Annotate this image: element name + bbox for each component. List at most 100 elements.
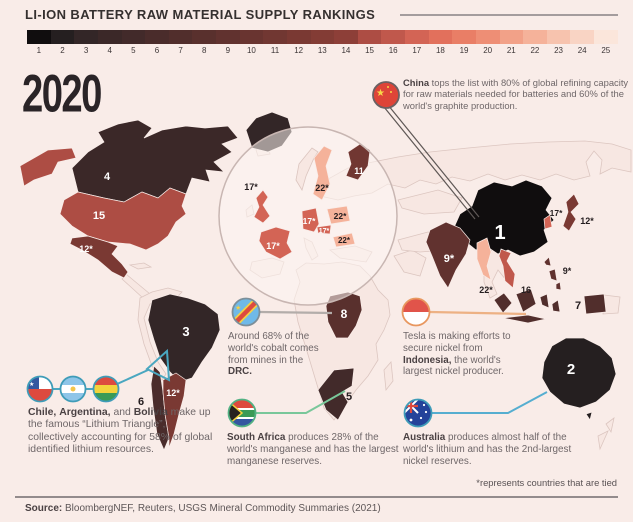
- scale-rank-number: 8: [201, 46, 207, 55]
- scale-cell-15: 15: [357, 30, 382, 55]
- scale-rank-number: 4: [107, 46, 112, 55]
- indonesia-rank-label: 7: [575, 300, 581, 312]
- west-south-america-outline: [137, 287, 183, 381]
- scale-swatch: [168, 30, 193, 44]
- vietnam-shape: [498, 248, 516, 289]
- sweden-shape: [312, 145, 333, 201]
- scale-cell-7: 7: [168, 30, 193, 55]
- usa-shape: [59, 187, 187, 251]
- alaska-shape: [19, 147, 77, 187]
- china-flag-star: ★: [376, 88, 385, 99]
- scale-swatch: [216, 30, 240, 44]
- scale-cell-4: 4: [97, 30, 122, 55]
- philippines-shape: [543, 256, 562, 291]
- scale-swatch: [523, 30, 547, 44]
- scale-cell-20: 20: [475, 30, 500, 55]
- scale-cell-14: 14: [334, 30, 358, 55]
- philippines-rank-label: 9*: [563, 266, 572, 276]
- scale-rank-number: 2: [60, 46, 65, 55]
- japan-shape: [562, 193, 580, 232]
- chile-rank-label: 6: [138, 396, 144, 408]
- usa-rank-label: 15: [93, 210, 105, 222]
- germany-rank-label: 17*: [303, 216, 316, 226]
- scale-rank-number: 10: [246, 46, 256, 55]
- china-connector-line2: [387, 104, 480, 218]
- scale-rank-number: 6: [154, 46, 160, 55]
- canada-rank-label: 4: [104, 171, 111, 183]
- france-shape: [258, 226, 293, 260]
- south-africa-flag-icon: [227, 398, 257, 428]
- lithium-triangle-outline: [145, 348, 171, 382]
- mexico-rank-label: 12*: [79, 244, 93, 254]
- scale-cell-13: 13: [310, 30, 335, 55]
- scale-rank-number: 11: [270, 46, 280, 55]
- caribbean-outline: [128, 262, 153, 270]
- scale-cell-25: 25: [594, 30, 618, 55]
- scale-cell-1: 1: [27, 30, 51, 55]
- germany-shape: [301, 207, 320, 233]
- drc-flag-star: ★: [235, 304, 241, 312]
- scale-cell-8: 8: [192, 30, 216, 55]
- scale-rank-number: 17: [412, 46, 422, 55]
- scale-swatch: [405, 30, 429, 44]
- india-rank-label: 9*: [444, 253, 455, 265]
- scale-rank-number: 15: [365, 46, 375, 55]
- scale-cell-23: 23: [546, 30, 571, 55]
- scale-cell-17: 17: [405, 30, 429, 55]
- russia-outline: [319, 140, 632, 201]
- scale-rank-number: 16: [388, 46, 398, 55]
- scale-rank-number: 24: [577, 46, 587, 55]
- myanmar-shape: [476, 237, 492, 281]
- scale-swatch: [310, 30, 335, 44]
- china-flag-icon: ★: [372, 81, 400, 109]
- indonesia-flag-icon: [401, 297, 431, 327]
- argentina-shape: [162, 372, 187, 449]
- mexico-shape: [69, 235, 129, 279]
- scale-cell-11: 11: [263, 30, 287, 55]
- source-label: Source:: [25, 503, 63, 514]
- south-africa-rank-label: 5: [346, 391, 352, 403]
- france-rank-label: 17*: [266, 241, 280, 251]
- czech-shape: [316, 224, 332, 235]
- scale-rank-number: 22: [530, 46, 540, 55]
- sweden-rank-label: 22*: [315, 183, 329, 193]
- source-divider: [15, 496, 618, 498]
- norway-magnified-outline: [295, 147, 319, 191]
- scale-cell-2: 2: [50, 30, 75, 55]
- drc-callout-text: Around 68% of the world's cobalt comes f…: [228, 331, 319, 378]
- chile-shape: [150, 365, 170, 451]
- indonesia-shape: [493, 288, 607, 324]
- scale-rank-number: 21: [506, 46, 516, 55]
- scale-cell-16: 16: [381, 30, 405, 55]
- callout-connectors: [40, 104, 548, 414]
- czech-rank-label: 17*: [319, 228, 330, 235]
- chile-flag-icon: ★: [26, 375, 54, 403]
- scale-swatch: [381, 30, 405, 44]
- scale-swatch: [452, 30, 476, 44]
- tied-countries-footnote: *represents countries that are tied: [476, 477, 617, 488]
- indonesia-connector-line: [429, 310, 527, 316]
- scale-rank-number: 18: [435, 46, 445, 55]
- page-title: LI-ION BATTERY RAW MATERIAL SUPPLY RANKI…: [25, 7, 376, 22]
- scale-rank-number: 3: [83, 46, 89, 55]
- argentina-flag-icon: [59, 375, 87, 403]
- scale-cell-19: 19: [452, 30, 476, 55]
- finland-rank-label: 11: [354, 166, 364, 176]
- south-korea-shape: [543, 214, 553, 230]
- scale-cell-22: 22: [523, 30, 547, 55]
- scale-cell-24: 24: [570, 30, 594, 55]
- scale-rank-number: 5: [131, 46, 136, 55]
- scale-rank-number: 23: [554, 46, 564, 55]
- scale-cell-6: 6: [145, 30, 169, 55]
- scale-cell-9: 9: [216, 30, 240, 55]
- lithium-triangle-callout-text: Chile, Argentina, and Bolivia make up th…: [28, 407, 213, 455]
- year-label: 2020: [22, 65, 102, 124]
- scale-cell-5: 5: [121, 30, 146, 55]
- ranking-color-scale: 1 2 3 4 5 6 7 8 9 10 11 12 13 14 15 16 17 18 19 20 21 22 23 24 2…: [27, 30, 618, 55]
- uk-shape: [253, 189, 271, 224]
- flag-icons: ★ ★: [26, 81, 433, 428]
- chile-flag-star: ★: [29, 381, 34, 388]
- scale-cell-18: 18: [428, 30, 453, 55]
- scale-swatch: [334, 30, 358, 44]
- scale-swatch: [239, 30, 264, 44]
